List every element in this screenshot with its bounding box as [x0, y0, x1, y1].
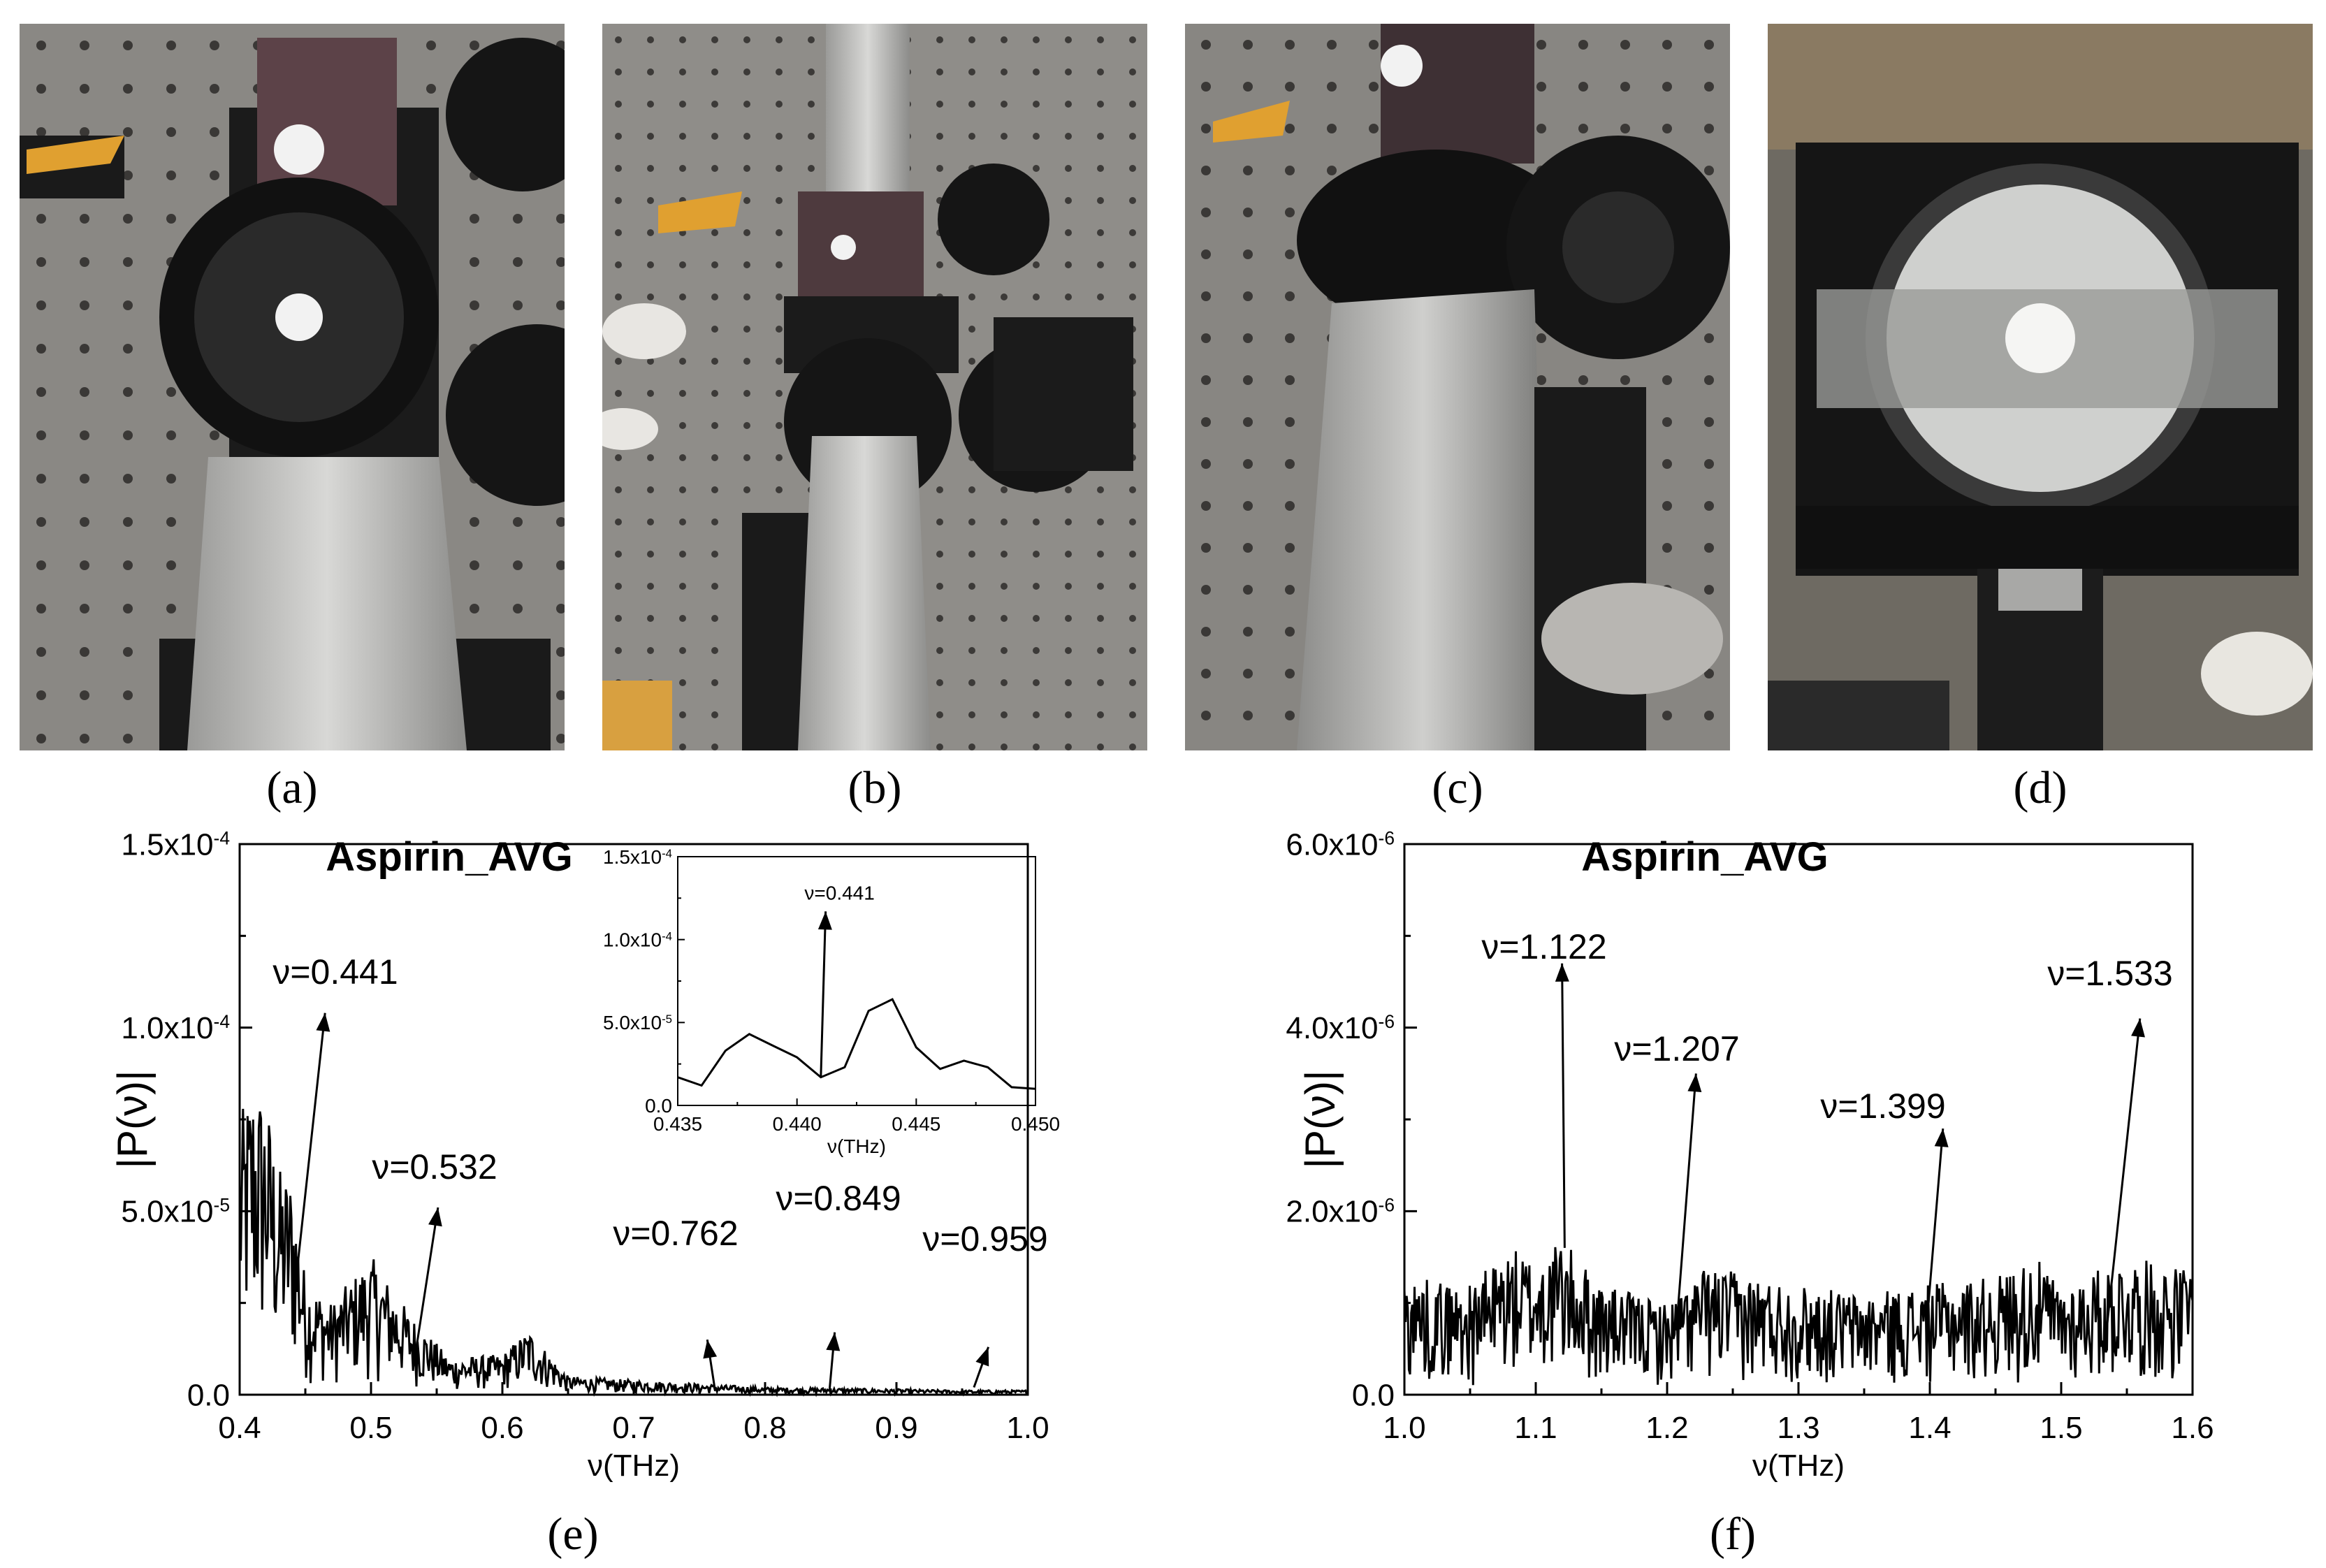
x-tick-label: 1.6: [2171, 1411, 2214, 1445]
annotation-arrow-head: [428, 1207, 442, 1227]
chart-e: 0.4 0.5 0.6 0.7 0.8 0.9 1.0 0.0 5.0x10-5 1.0x10-4…: [109, 827, 1049, 1483]
x-tick-label: 1.5: [2040, 1411, 2082, 1445]
annotation-arrow-head: [2131, 1018, 2145, 1038]
chart-e-inset: 0.435 0.440 0.445 0.450 0.0 5.0x10-5 1.0x10-4 1…: [603, 846, 1060, 1157]
photo-b: [602, 24, 1147, 750]
annotation-label: ν=0.849: [776, 1179, 901, 1218]
y-tick-label: 0.0: [1352, 1378, 1395, 1412]
annotation-arrow: [1561, 963, 1566, 1248]
annotation-arrow: [1927, 1128, 1945, 1303]
annotation-label: ν=0.532: [372, 1147, 497, 1186]
x-tick-label: 0.9: [875, 1411, 917, 1445]
panel-label-e: (e): [547, 1509, 599, 1560]
inset-annotation-label: ν=0.441: [804, 883, 874, 904]
panel-label-c: (c): [1432, 762, 1483, 813]
y-axis-title: |P(ν)|: [109, 1070, 156, 1168]
annotation-arrow: [2103, 1018, 2142, 1349]
annotation-arrow: [412, 1207, 439, 1370]
annotation-label: ν=0.959: [922, 1219, 1047, 1258]
y-tick-label: 0.0: [645, 1095, 672, 1117]
annotation-label: ν=0.441: [272, 952, 398, 992]
inset-annotation-arrow-head: [817, 911, 832, 930]
annotation-label: ν=1.122: [1481, 927, 1606, 966]
annotation-arrow-head: [1687, 1073, 1702, 1093]
chart-title: Aspirin_AVG: [1581, 834, 1828, 880]
y-tick-label: 2.0x10-6: [1286, 1195, 1395, 1229]
x-tick-label: 0.7: [612, 1411, 655, 1445]
x-tick-label: 1.3: [1777, 1411, 1819, 1445]
x-tick-label: 1.1: [1514, 1411, 1557, 1445]
photo-c: [1185, 24, 1730, 750]
panel-label-a: (a): [266, 762, 318, 813]
x-axis-title: ν(THz): [1752, 1449, 1845, 1483]
panel-label-d: (d): [2013, 762, 2067, 813]
spectrum-line: [238, 1108, 1028, 1398]
x-tick-label: 0.435: [653, 1113, 702, 1135]
annotation-label: ν=1.399: [1820, 1087, 1945, 1126]
y-tick-label: 1.5x10-4: [121, 827, 230, 862]
annotation-arrow-head: [1555, 963, 1569, 982]
photo-a: [20, 24, 565, 750]
x-axis-title: ν(THz): [827, 1135, 886, 1157]
y-tick-label: 5.0x10-5: [603, 1012, 672, 1033]
panel-label-f: (f): [1710, 1509, 1756, 1560]
chart-f: 1.0 1.1 1.2 1.3 1.4 1.5 1.6 0.0 2.0x10-6 4.0x10-6…: [1286, 827, 2214, 1483]
annotation-arrow-head: [826, 1332, 841, 1351]
annotation-arrow-head: [1934, 1128, 1949, 1147]
y-tick-label: 6.0x10-6: [1286, 827, 1395, 862]
annotation-arrow-head: [703, 1340, 718, 1359]
annotation-label: ν=1.207: [1614, 1029, 1739, 1068]
y-tick-label: 1.5x10-4: [603, 846, 672, 868]
y-tick-label: 5.0x10-5: [121, 1195, 230, 1229]
y-tick-label: 1.0x10-4: [121, 1011, 230, 1045]
annotation-arrow-head: [316, 1012, 330, 1032]
y-axis-title: |P(ν)|: [1297, 1070, 1344, 1168]
x-axis-title: ν(THz): [588, 1449, 680, 1483]
inset-line: [677, 998, 1036, 1090]
photo-d: [1768, 24, 2313, 750]
y-tick-label: 0.0: [187, 1378, 230, 1412]
x-tick-label: 1.4: [1908, 1411, 1951, 1445]
x-tick-label: 0.5: [349, 1411, 392, 1445]
x-tick-label: 1.0: [1383, 1411, 1425, 1445]
annotation-label: ν=0.762: [613, 1214, 738, 1253]
x-tick-label: 0.8: [743, 1411, 786, 1445]
x-tick-label: 0.450: [1011, 1113, 1060, 1135]
annotation-arrow: [1675, 1073, 1697, 1331]
annotation-arrow: [292, 1012, 326, 1303]
x-tick-label: 0.445: [892, 1113, 940, 1135]
x-tick-label: 1.0: [1006, 1411, 1049, 1445]
inset-annotation-arrow: [820, 911, 827, 1077]
x-tick-label: 1.2: [1645, 1411, 1688, 1445]
annotation-label: ν=1.533: [2047, 954, 2172, 993]
x-tick-label: 0.4: [218, 1411, 261, 1445]
chart-title: Aspirin_AVG: [326, 834, 572, 880]
x-tick-label: 0.6: [481, 1411, 523, 1445]
x-tick-label: 0.440: [773, 1113, 822, 1135]
spectrum-line: [1403, 1247, 2194, 1386]
y-tick-label: 4.0x10-6: [1286, 1011, 1395, 1045]
y-tick-label: 1.0x10-4: [603, 929, 672, 950]
annotation-arrow-head: [975, 1346, 989, 1367]
panel-label-b: (b): [848, 762, 902, 813]
